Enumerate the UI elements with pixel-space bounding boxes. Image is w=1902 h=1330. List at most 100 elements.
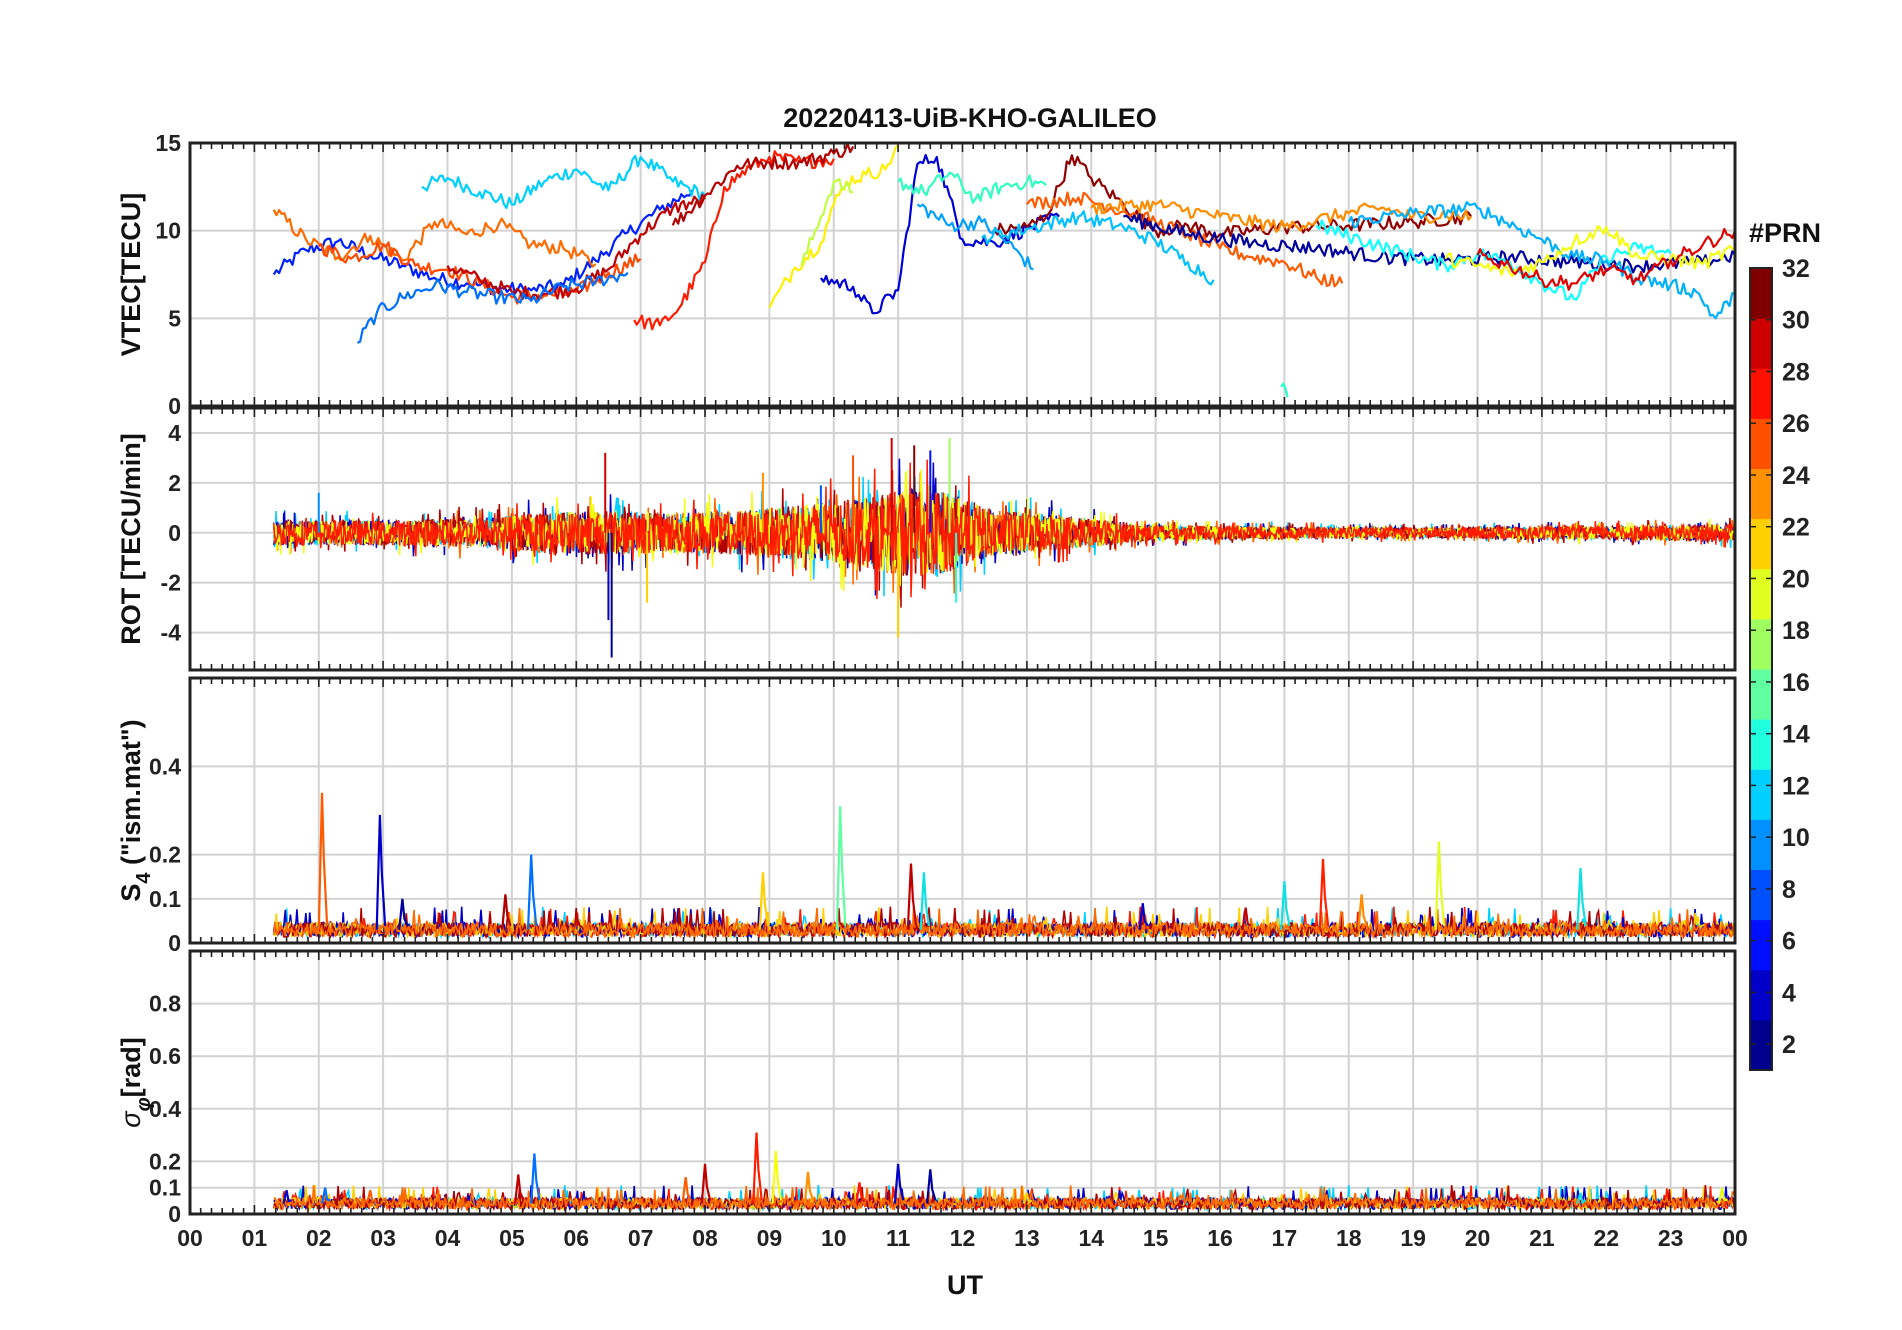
colorbar-segment bbox=[1750, 869, 1772, 921]
spike-line bbox=[1576, 867, 1587, 930]
spike-line bbox=[375, 814, 387, 930]
y-tick-label: 0.1 bbox=[149, 886, 181, 912]
colorbar-label: #PRN bbox=[1749, 218, 1821, 248]
colorbar-segment bbox=[1750, 568, 1772, 620]
spike-line bbox=[1241, 907, 1252, 930]
x-tick-label: 02 bbox=[306, 1225, 332, 1251]
colorbar-tick-label: 20 bbox=[1782, 565, 1810, 593]
plot-area bbox=[272, 437, 1735, 658]
vtec-series-prn-21 bbox=[768, 144, 899, 309]
colorbar-tick-label: 12 bbox=[1782, 772, 1810, 800]
spike-line bbox=[855, 1182, 866, 1204]
plot-area bbox=[272, 792, 1735, 940]
y-tick-label: 0 bbox=[168, 930, 181, 956]
colorbar-segment bbox=[1750, 418, 1772, 469]
y-tick-label: 0 bbox=[168, 393, 181, 419]
spike-line bbox=[835, 806, 847, 930]
baseline-series bbox=[272, 907, 1735, 940]
y-tick-label: -2 bbox=[161, 570, 181, 596]
x-tick-label: 03 bbox=[370, 1225, 396, 1251]
vtec-series-prn-30 bbox=[446, 193, 706, 302]
y-tick-label: 4 bbox=[168, 420, 181, 446]
vtec-series-prn-12 bbox=[421, 154, 706, 210]
colorbar-segment bbox=[1750, 769, 1772, 820]
spike-line bbox=[282, 1190, 292, 1204]
spike-line bbox=[320, 1187, 331, 1204]
x-axis: 00 01 02 03 04 05 06 07 08 09 10 11 12 13 14 15 16 17 18 19… bbox=[177, 1225, 1748, 1251]
y-tick-label: 0 bbox=[168, 520, 181, 546]
spike-line bbox=[771, 1150, 783, 1204]
spike-line bbox=[1280, 881, 1291, 930]
colorbar-tick-label: 6 bbox=[1782, 928, 1796, 956]
spike-line bbox=[514, 1174, 525, 1204]
colorbar-tick-label: 8 bbox=[1782, 876, 1796, 904]
colorbar-tick-label: 2 bbox=[1782, 1031, 1796, 1059]
x-tick-label: 05 bbox=[499, 1225, 525, 1251]
x-tick-label: 00 bbox=[177, 1225, 203, 1251]
spike-line bbox=[700, 1163, 712, 1204]
vtec-series-prn-20 bbox=[1444, 225, 1735, 278]
x-tick-label: 01 bbox=[242, 1225, 268, 1251]
baseline-series bbox=[273, 1185, 1735, 1213]
x-tick-label: 06 bbox=[563, 1225, 589, 1251]
vtec-series-prn-31 bbox=[671, 143, 855, 226]
colorbar-tick-label: 18 bbox=[1782, 617, 1810, 645]
vtec-series-prn-26 bbox=[318, 241, 642, 305]
spike-line bbox=[681, 1177, 692, 1204]
colorbar-segment bbox=[1750, 518, 1772, 570]
spike-line bbox=[398, 898, 409, 930]
panel-4: 00.10.2 0.4 0.6 0.8 σφ[rad] bbox=[116, 949, 1737, 1227]
y-tick-label: 0 bbox=[168, 1201, 181, 1227]
panel-frame bbox=[188, 141, 1737, 408]
x-tick-label: 23 bbox=[1658, 1225, 1684, 1251]
colorbar-segment bbox=[1750, 819, 1772, 870]
colorbar-tick-label: 4 bbox=[1782, 979, 1796, 1007]
vtec-series-prn-13 bbox=[1280, 382, 1289, 398]
x-tick-label: 11 bbox=[886, 1225, 911, 1251]
spike-line bbox=[1576, 1192, 1587, 1205]
spike-line bbox=[803, 1171, 815, 1204]
spike-line bbox=[1318, 859, 1330, 930]
x-axis-label: UT bbox=[947, 1270, 983, 1300]
spike-line bbox=[906, 863, 918, 930]
x-tick-label: 13 bbox=[1014, 1225, 1040, 1251]
spike-line bbox=[1138, 903, 1149, 930]
spike-line bbox=[1434, 841, 1446, 930]
panel-3: 0 0.1 0.2 0.4S4 ("ism.mat") bbox=[116, 676, 1737, 956]
y-axis-label: ROT [TECU/min] bbox=[116, 433, 146, 644]
y-tick-label: 5 bbox=[168, 305, 181, 331]
x-tick-label: 21 bbox=[1529, 1225, 1555, 1251]
colorbar-tick-label: 14 bbox=[1782, 721, 1810, 749]
x-tick-label: 19 bbox=[1400, 1225, 1426, 1251]
x-tick-label: 14 bbox=[1078, 1225, 1104, 1251]
y-tick-label: 0.2 bbox=[149, 1148, 181, 1174]
vtec-series-prn-10 bbox=[1347, 201, 1735, 320]
vtec-series-prn-14 bbox=[897, 171, 1047, 204]
x-tick-label: 12 bbox=[950, 1225, 976, 1251]
x-tick-label: 00 bbox=[1722, 1225, 1748, 1251]
x-tick-label: 04 bbox=[435, 1225, 461, 1251]
colorbar-segment bbox=[1750, 919, 1772, 971]
colorbar-segment bbox=[1750, 618, 1772, 670]
panel-2: -4 -2 0 2 4 ROT [TECU/min] bbox=[116, 406, 1737, 672]
spike-line bbox=[919, 872, 931, 930]
x-tick-label: 20 bbox=[1465, 1225, 1491, 1251]
colorbar-segment bbox=[1750, 368, 1772, 419]
spike-line bbox=[1357, 894, 1368, 930]
vtec-series-prn-24 bbox=[272, 209, 597, 268]
y-tick-label: 0.8 bbox=[149, 991, 181, 1017]
panel-frame bbox=[188, 949, 1737, 1216]
plot-area bbox=[272, 1132, 1735, 1213]
chart-title: 20220413-UiB-KHO-GALILEO bbox=[783, 103, 1157, 133]
y-tick-label: 15 bbox=[155, 130, 181, 156]
x-tick-label: 09 bbox=[757, 1225, 783, 1251]
plot-area bbox=[272, 143, 1735, 398]
spike-line bbox=[893, 1163, 905, 1204]
y-axis-label: S4 ("ism.mat") bbox=[116, 719, 155, 901]
colorbar-segment bbox=[1750, 969, 1772, 1021]
y-tick-label: 0.1 bbox=[149, 1175, 181, 1201]
colorbar-segment bbox=[1750, 268, 1772, 319]
colorbar-tick-label: 32 bbox=[1782, 255, 1810, 283]
